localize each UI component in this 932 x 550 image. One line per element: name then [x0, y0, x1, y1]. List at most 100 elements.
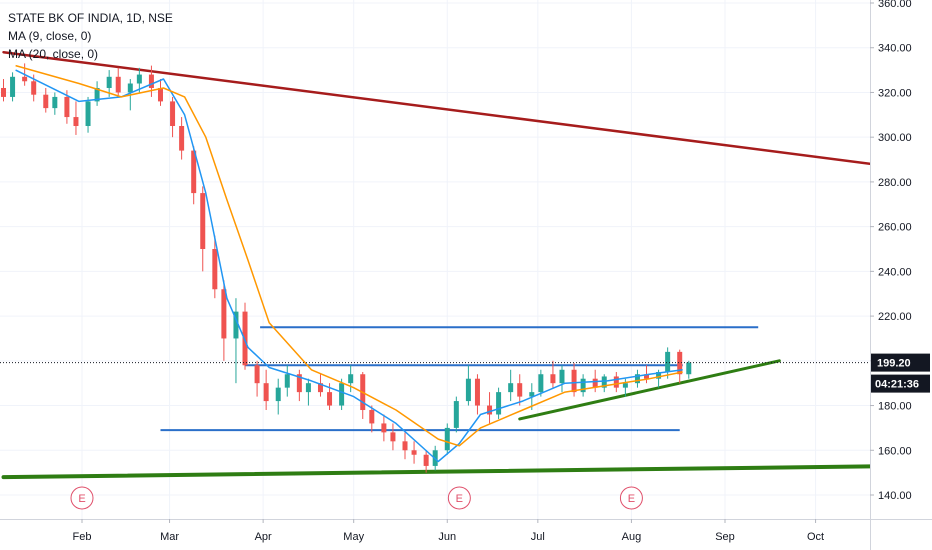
ma20-line [15, 64, 683, 447]
candle-body [559, 369, 565, 384]
candle-body [613, 376, 619, 388]
y-tick-label: 140.00 [878, 490, 912, 502]
x-tick-label: Aug [622, 531, 642, 543]
candle-body [465, 378, 471, 402]
x-tick-label: Feb [73, 531, 92, 543]
candle-body [550, 374, 556, 384]
candle-body [148, 74, 154, 88]
candle-body [284, 374, 290, 388]
candle-body [52, 96, 58, 109]
candle-body [348, 374, 354, 384]
candle-body [242, 311, 248, 366]
x-tick-label: Sep [715, 531, 735, 543]
y-tick-label: 300.00 [878, 132, 912, 144]
earnings-marker [619, 486, 643, 510]
chart-legend: STATE BK OF INDIA, 1D, NSE MA (9, close,… [8, 9, 173, 63]
countdown-badge [871, 374, 930, 393]
candle-body [305, 383, 311, 393]
ma9-line [15, 69, 683, 463]
candle-body [580, 378, 586, 393]
candle-body [127, 83, 133, 93]
candle-body [411, 450, 417, 455]
candle-body [317, 383, 323, 393]
y-tick-label: 340.00 [878, 43, 912, 55]
candle-body [665, 351, 671, 372]
earnings-marker [70, 486, 94, 510]
candle-body [474, 378, 480, 406]
candle-body [157, 87, 163, 102]
candle-body [85, 101, 91, 126]
candle-body [233, 311, 239, 339]
candle-body [115, 76, 121, 93]
candle-body [221, 289, 227, 339]
y-tick-label: 360.00 [878, 0, 912, 10]
y-tick-label: 260.00 [878, 222, 912, 234]
earnings-label: E [78, 493, 85, 505]
candle-body [517, 383, 523, 397]
ma20-legend[interactable]: MA (20, close, 0) [8, 47, 99, 61]
candle-body [529, 392, 535, 397]
time-axis-background [0, 519, 932, 550]
drawings [1, 50, 909, 480]
candle-body [10, 76, 16, 97]
y-tick-label: 240.00 [878, 266, 912, 278]
symbol-title[interactable]: STATE BK OF INDIA, 1D, NSE [8, 11, 173, 25]
y-tick-label: 220.00 [878, 311, 912, 323]
candle-body [43, 94, 49, 109]
candle-body [327, 392, 333, 406]
candle-body [200, 193, 206, 249]
candle-body [263, 383, 269, 402]
candle-body [212, 249, 218, 290]
candle-body [390, 432, 396, 442]
candle-body [64, 96, 70, 118]
candle-body [381, 423, 387, 433]
candle-body [622, 383, 628, 388]
resistance-trendline [2, 50, 908, 170]
x-tick-label: May [343, 531, 364, 543]
ma9-legend[interactable]: MA (9, close, 0) [8, 29, 92, 43]
candle-body [170, 101, 176, 126]
y-tick-label: 320.00 [878, 87, 912, 99]
candle-body [656, 372, 662, 379]
candle-body [94, 87, 100, 102]
candle-body [1, 87, 7, 97]
y-tick-label: 180.00 [878, 401, 912, 413]
candle-body [369, 410, 375, 424]
earnings-marker [447, 486, 471, 510]
candle-body [686, 362, 692, 375]
rising-trendline [518, 359, 781, 421]
grid [0, 0, 870, 519]
price-axis-background [870, 0, 932, 550]
y-tick-label: 280.00 [878, 177, 912, 189]
candle-body [402, 441, 408, 451]
y-tick-label: 160.00 [878, 445, 912, 457]
candle-body [73, 117, 79, 126]
candle-body [634, 374, 640, 384]
candle-body [22, 76, 28, 82]
x-tick-label: Jul [531, 531, 545, 543]
x-tick-label: Apr [255, 531, 272, 543]
x-tick-label: Jun [438, 531, 456, 543]
bottom-support-line [1, 463, 909, 480]
candle-body [179, 126, 185, 151]
candle-body [571, 369, 577, 393]
candle-body [601, 376, 607, 388]
earnings-label: E [456, 493, 463, 505]
candle-body [31, 81, 37, 95]
earnings-label: E [628, 493, 635, 505]
last-price-value: 199.20 [877, 358, 911, 370]
x-tick-label: Mar [160, 531, 179, 543]
candle-body [296, 374, 302, 393]
candle-body [339, 383, 345, 406]
candle-body [508, 383, 514, 393]
candle-body [677, 351, 683, 375]
candle-body [453, 401, 459, 428]
moving-averages [15, 64, 683, 463]
candle-body [191, 150, 197, 194]
last-price-badge [871, 353, 930, 372]
candle-body [538, 374, 544, 393]
